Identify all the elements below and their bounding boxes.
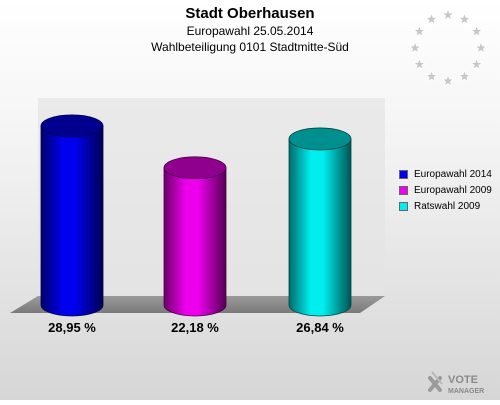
bar-3 bbox=[288, 127, 352, 317]
bar-top bbox=[163, 156, 227, 180]
bar-value-label: 28,95 % bbox=[48, 320, 96, 335]
legend-item: Ratswahl 2009 bbox=[399, 198, 492, 214]
bar-body bbox=[40, 125, 104, 317]
eu-star bbox=[424, 69, 439, 83]
legend-label: Ratswahl 2009 bbox=[414, 200, 481, 212]
chart-subtitle-election: Europawahl 25.05.2014 bbox=[186, 24, 314, 38]
eu-star bbox=[469, 24, 484, 38]
legend-label: Europawahl 2014 bbox=[414, 168, 492, 180]
eu-star bbox=[457, 69, 472, 83]
bar-top bbox=[40, 114, 104, 138]
x-icon bbox=[428, 371, 443, 392]
chart-header: Stadt Oberhausen Europawahl 25.05.2014 W… bbox=[0, 5, 500, 55]
legend-swatch bbox=[399, 185, 408, 195]
eu-star bbox=[469, 57, 484, 71]
bar-top bbox=[288, 127, 352, 151]
bar-2 bbox=[163, 156, 227, 317]
logo-text-manager: MANAGER bbox=[448, 388, 484, 395]
chart-legend: Europawahl 2014 Europawahl 2009 Ratswahl 2… bbox=[399, 166, 492, 214]
bar-value-label: 26,84 % bbox=[296, 320, 344, 335]
eu-star bbox=[457, 12, 472, 26]
legend-item: Europawahl 2009 bbox=[399, 182, 492, 198]
chart-subtitle-district: Wahlbeteiligung 0101 Stadtmitte-Süd bbox=[151, 40, 349, 54]
vote-manager-logo: VOTE MANAGER bbox=[428, 368, 500, 400]
eu-star bbox=[441, 7, 455, 21]
bar-body bbox=[288, 138, 352, 317]
eu-star bbox=[474, 40, 488, 54]
bar-1 bbox=[40, 114, 104, 317]
bar-value-label: 22,18 % bbox=[171, 320, 219, 335]
eu-stars-icon bbox=[408, 7, 488, 87]
eu-star bbox=[424, 12, 439, 26]
chart-title: Stadt Oberhausen bbox=[185, 5, 315, 22]
eu-star bbox=[441, 73, 455, 87]
eu-star bbox=[412, 57, 427, 71]
logo-text-vote: VOTE bbox=[448, 374, 478, 386]
eu-star bbox=[412, 24, 427, 38]
legend-item: Europawahl 2014 bbox=[399, 166, 492, 182]
legend-label: Europawahl 2009 bbox=[414, 184, 492, 196]
legend-swatch bbox=[399, 169, 408, 179]
legend-swatch bbox=[399, 201, 408, 211]
eu-star bbox=[408, 40, 422, 54]
bar-body bbox=[163, 167, 227, 317]
